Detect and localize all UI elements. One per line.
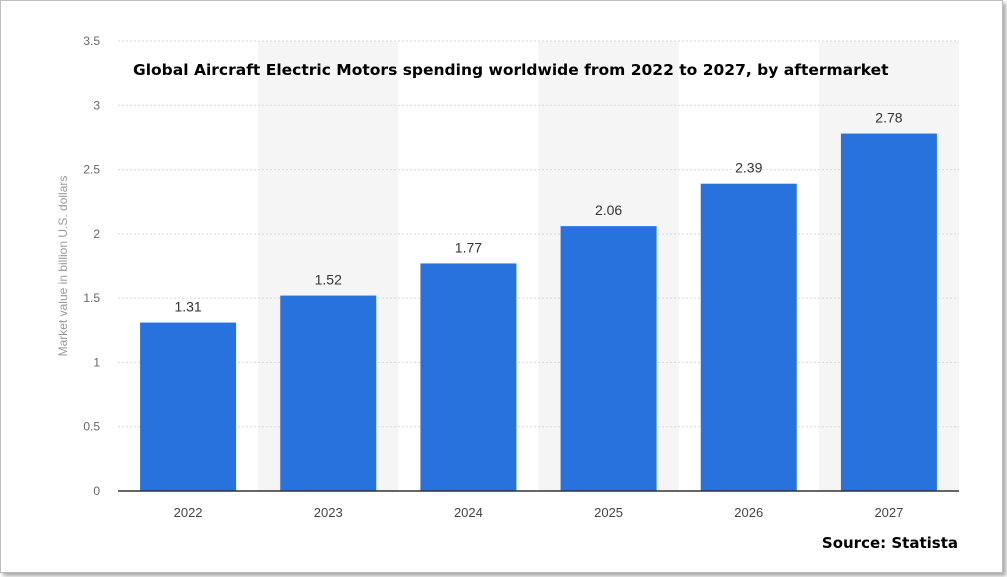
data-label: 1.52 bbox=[315, 272, 342, 288]
y-axis-title: Market value in billion U.S. dollars bbox=[56, 176, 70, 357]
data-label: 1.77 bbox=[455, 239, 482, 255]
y-tick-label: 0 bbox=[93, 484, 100, 498]
source-label: Source: Statista bbox=[821, 534, 958, 552]
chart-title: Global Aircraft Electric Motors spending… bbox=[133, 61, 889, 79]
x-tick-label: 2026 bbox=[734, 505, 763, 520]
x-tick-label: 2022 bbox=[174, 505, 203, 520]
data-label: 2.06 bbox=[595, 202, 622, 218]
bar bbox=[280, 295, 377, 491]
x-tick-label: 2023 bbox=[314, 505, 343, 520]
data-label: 1.31 bbox=[174, 299, 201, 315]
bar bbox=[560, 226, 657, 491]
x-tick-label: 2027 bbox=[874, 505, 903, 520]
x-tick-label: 2025 bbox=[594, 505, 623, 520]
y-tick-label: 3.5 bbox=[83, 34, 100, 48]
data-label: 2.39 bbox=[735, 160, 762, 176]
y-tick-label: 3 bbox=[93, 98, 100, 112]
data-label: 2.78 bbox=[875, 110, 902, 126]
bar bbox=[420, 263, 517, 491]
y-tick-label: 1 bbox=[93, 355, 100, 369]
y-tick-label: 1.5 bbox=[83, 291, 100, 305]
bar bbox=[700, 183, 797, 491]
bar bbox=[140, 322, 237, 491]
y-tick-label: 0.5 bbox=[83, 420, 100, 434]
bar bbox=[840, 133, 937, 492]
y-tick-label: 2 bbox=[93, 227, 100, 241]
y-tick-label: 2.5 bbox=[83, 163, 100, 177]
x-tick-label: 2024 bbox=[454, 505, 483, 520]
